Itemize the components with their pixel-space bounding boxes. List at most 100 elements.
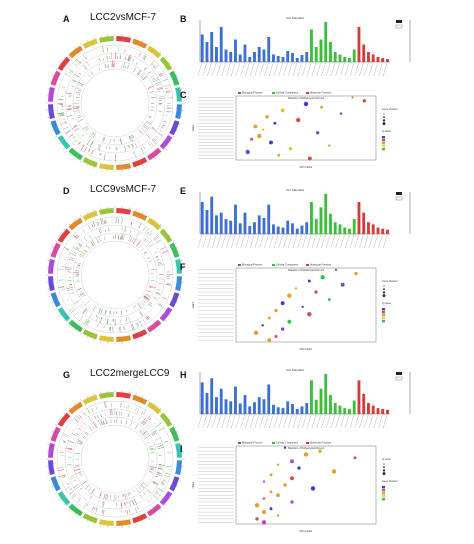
x-tick-label (273, 234, 279, 249)
track-mark (64, 485, 71, 490)
panel-letter-f: F (180, 262, 186, 272)
track-mark (73, 483, 79, 488)
track-mark (104, 154, 106, 160)
pathway-point (362, 99, 367, 103)
track-mark (145, 293, 150, 297)
go-bar (352, 49, 356, 62)
go-bar (357, 27, 361, 62)
track-mark (75, 91, 81, 94)
go-bar (291, 53, 294, 62)
x-tick-label (359, 234, 364, 249)
category-legend-swatch (238, 264, 241, 266)
track-mark (100, 308, 103, 315)
x-tick-label (302, 414, 307, 429)
outer-tick (172, 68, 175, 70)
pathway-point (274, 335, 278, 338)
track-mark (78, 471, 82, 473)
track-mark (85, 57, 88, 60)
pathway-point (353, 456, 357, 460)
track-mark (72, 479, 77, 482)
track-mark (77, 114, 82, 116)
track-mark (79, 73, 82, 76)
track-mark (66, 114, 73, 117)
outer-tick (68, 152, 71, 155)
track-mark (104, 401, 107, 408)
go-bar (257, 397, 261, 414)
track-mark (147, 142, 152, 148)
track-mark (145, 228, 149, 233)
category-legend-swatch (306, 264, 309, 266)
go-bar (281, 57, 285, 62)
track-mark (136, 240, 141, 247)
track-mark (84, 146, 88, 152)
x-tick-label (283, 414, 288, 429)
track-mark (98, 236, 102, 243)
track-mark (139, 300, 145, 306)
track-mark (139, 429, 143, 433)
outer-tick (176, 130, 179, 132)
track-mark (98, 307, 101, 312)
legend-size-point (383, 285, 385, 287)
legend-color-swatch (382, 136, 385, 139)
track-mark (78, 303, 83, 308)
track-mark (78, 244, 82, 248)
track-mark (148, 88, 151, 90)
track-mark (121, 63, 123, 68)
x-tick-label (349, 62, 355, 77)
track-mark (71, 308, 76, 313)
x-tick-label (354, 62, 359, 77)
go-bar-chart-e: GO-Standard (197, 188, 411, 249)
pathway-point (287, 319, 292, 324)
chromosome-segment (48, 104, 55, 120)
panel-letter-i: I (180, 444, 183, 454)
track-mark (148, 244, 151, 247)
x-tick-label (382, 414, 388, 429)
pathway-point (262, 128, 265, 131)
track-mark (156, 259, 160, 261)
track-mark (154, 437, 162, 441)
go-bar (376, 227, 380, 234)
track-mark (73, 247, 79, 251)
track-mark (131, 143, 134, 149)
go-bar (333, 403, 337, 414)
x-tick-label (368, 414, 374, 429)
track-mark (98, 57, 101, 62)
track-mark (143, 296, 147, 300)
x-tick-label (292, 234, 298, 249)
track-mark (83, 65, 87, 70)
chromosome-segment (68, 319, 83, 333)
outer-tick (63, 319, 66, 322)
go-bar (219, 388, 223, 414)
circos-plot-d (46, 206, 184, 344)
chromosome-segment (82, 329, 98, 340)
go-bar (324, 194, 328, 234)
track-mark (157, 487, 164, 493)
track-mark (143, 146, 146, 150)
legend-size-point (382, 122, 386, 126)
track-mark (149, 232, 153, 237)
outer-tick (55, 68, 58, 70)
x-tick-label (297, 62, 302, 77)
chromosome-segment (159, 307, 173, 322)
go-bar-chart-b: GO-Standard (197, 16, 411, 77)
track-mark (127, 56, 130, 62)
track-mark (149, 447, 154, 450)
pathway-point (283, 483, 287, 487)
outer-tick (178, 437, 181, 439)
panel-letter-d: D (63, 186, 70, 196)
track-mark (85, 310, 89, 315)
track-mark (81, 251, 86, 255)
x-tick-label (354, 234, 359, 249)
chromosome-segment (147, 503, 162, 517)
track-mark (75, 60, 80, 66)
track-mark (133, 67, 137, 73)
track-mark (104, 317, 106, 321)
pathway-point (280, 327, 285, 331)
track-mark (63, 126, 69, 130)
go-bar (324, 22, 328, 62)
outer-tick (169, 314, 171, 316)
y-axis-label: Name (192, 124, 195, 131)
plot-frame (235, 267, 377, 343)
track-mark (146, 240, 152, 246)
go-bar (272, 404, 275, 414)
